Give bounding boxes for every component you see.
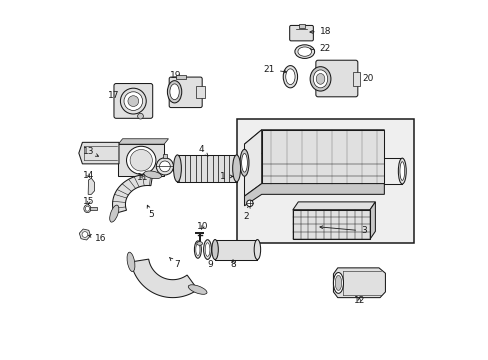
Ellipse shape: [297, 47, 311, 56]
Bar: [292, 210, 369, 239]
Bar: [215, 239, 257, 260]
Ellipse shape: [211, 239, 218, 260]
Text: 18: 18: [309, 27, 331, 36]
Circle shape: [82, 231, 88, 237]
Ellipse shape: [283, 66, 297, 88]
Ellipse shape: [333, 273, 343, 293]
Ellipse shape: [246, 200, 253, 207]
Ellipse shape: [188, 285, 206, 294]
Text: 21: 21: [263, 65, 286, 74]
Text: 11: 11: [136, 173, 148, 182]
Polygon shape: [112, 175, 152, 213]
Ellipse shape: [203, 240, 211, 260]
Ellipse shape: [169, 84, 179, 100]
Polygon shape: [369, 202, 375, 239]
Ellipse shape: [85, 206, 89, 211]
FancyBboxPatch shape: [169, 77, 202, 108]
Ellipse shape: [240, 149, 248, 176]
Bar: [236, 119, 413, 243]
Ellipse shape: [127, 252, 135, 272]
Ellipse shape: [167, 81, 182, 103]
Ellipse shape: [173, 155, 181, 182]
Ellipse shape: [196, 242, 202, 245]
Ellipse shape: [316, 73, 324, 84]
Bar: [163, 154, 167, 158]
Bar: [118, 144, 164, 176]
Polygon shape: [79, 142, 119, 164]
Ellipse shape: [126, 146, 156, 174]
Bar: [176, 75, 185, 79]
Text: 2: 2: [243, 205, 250, 221]
Ellipse shape: [313, 70, 327, 88]
Bar: [90, 207, 97, 210]
Polygon shape: [118, 139, 168, 144]
Ellipse shape: [194, 241, 201, 258]
Ellipse shape: [232, 155, 240, 182]
Polygon shape: [292, 202, 375, 210]
FancyBboxPatch shape: [289, 26, 313, 41]
Text: 22: 22: [308, 44, 330, 53]
Polygon shape: [131, 259, 197, 298]
FancyBboxPatch shape: [114, 84, 152, 118]
Ellipse shape: [294, 45, 314, 58]
Text: 20: 20: [355, 75, 373, 84]
Text: 6: 6: [162, 168, 167, 177]
Polygon shape: [244, 130, 384, 156]
Ellipse shape: [285, 69, 294, 85]
Circle shape: [159, 161, 170, 172]
Bar: [196, 86, 204, 98]
Text: 16: 16: [88, 234, 106, 243]
Polygon shape: [244, 130, 261, 196]
Ellipse shape: [137, 113, 143, 119]
Ellipse shape: [398, 158, 406, 184]
Bar: [298, 24, 305, 28]
Text: 5: 5: [147, 205, 154, 219]
Text: 19: 19: [169, 71, 181, 80]
Ellipse shape: [241, 153, 247, 172]
Text: 15: 15: [83, 197, 94, 206]
Polygon shape: [261, 130, 384, 184]
Text: 12: 12: [353, 296, 364, 305]
Text: 13: 13: [83, 147, 98, 156]
Bar: [352, 72, 359, 86]
Text: 7: 7: [169, 257, 180, 270]
Polygon shape: [244, 184, 384, 206]
Text: 8: 8: [230, 260, 235, 269]
Ellipse shape: [83, 205, 91, 213]
Polygon shape: [333, 268, 385, 298]
Text: 4: 4: [198, 145, 207, 156]
Ellipse shape: [335, 275, 341, 291]
Ellipse shape: [195, 244, 200, 256]
Ellipse shape: [128, 96, 139, 107]
Ellipse shape: [124, 92, 142, 111]
Ellipse shape: [120, 88, 146, 114]
Ellipse shape: [109, 205, 119, 222]
Ellipse shape: [205, 243, 209, 256]
Text: 17: 17: [108, 91, 126, 101]
Polygon shape: [88, 178, 94, 194]
Ellipse shape: [309, 67, 330, 91]
Ellipse shape: [143, 171, 161, 179]
Text: 14: 14: [82, 171, 94, 180]
Text: 3: 3: [319, 226, 366, 235]
FancyBboxPatch shape: [315, 60, 357, 97]
Ellipse shape: [130, 149, 152, 171]
Text: 1: 1: [220, 172, 232, 181]
Circle shape: [156, 158, 173, 175]
Text: 10: 10: [197, 222, 208, 231]
Bar: [177, 155, 236, 182]
Ellipse shape: [254, 239, 260, 260]
Text: 9: 9: [206, 253, 213, 269]
Ellipse shape: [399, 162, 404, 180]
